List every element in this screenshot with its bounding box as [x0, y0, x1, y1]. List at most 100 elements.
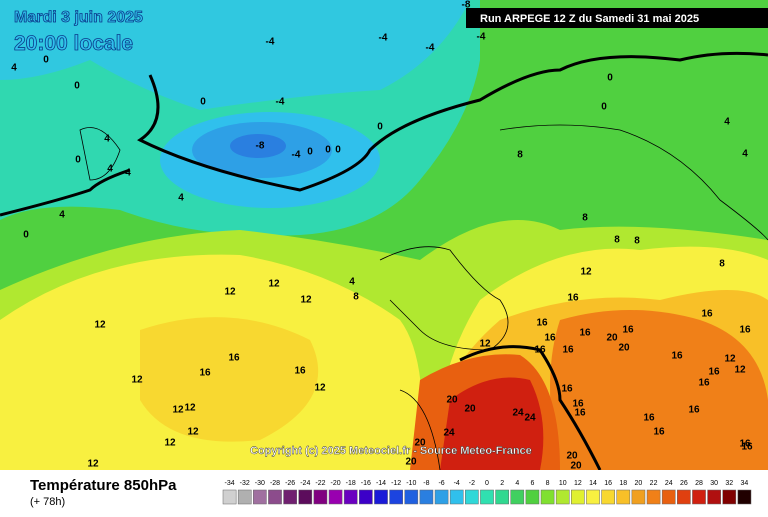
- map-label: 0: [23, 230, 29, 241]
- map-label: -8: [256, 141, 265, 152]
- coastline: [379, 246, 509, 351]
- scale-box: [616, 489, 631, 505]
- map-label: 12: [724, 354, 736, 365]
- map-label: -4: [292, 150, 301, 161]
- map-label: 20: [606, 333, 618, 344]
- scale-box: [601, 489, 615, 505]
- scale-box: [298, 489, 313, 505]
- scale-box: [586, 489, 600, 505]
- scale-label: 8: [546, 480, 550, 487]
- scale-label: -8: [423, 480, 429, 487]
- scale-label: -32: [240, 480, 250, 487]
- map-label: 12: [479, 339, 491, 350]
- map-label: 16: [579, 328, 591, 339]
- map-label: 16: [228, 353, 240, 364]
- run-label: Run ARPEGE 12 Z du Samedi 31 mai 2025: [480, 13, 699, 25]
- map-label: 0: [75, 155, 81, 166]
- scale-box: [374, 489, 388, 505]
- scale-box: [677, 489, 691, 505]
- map-label: 16: [739, 439, 751, 450]
- map-label: 0: [377, 122, 383, 133]
- map-label: 8: [582, 213, 588, 224]
- map-label: 16: [741, 442, 753, 453]
- scale-box: [328, 489, 343, 505]
- scale-label: 24: [665, 480, 673, 487]
- scale-box: [707, 489, 721, 505]
- map-label: 16: [199, 368, 211, 379]
- scale-label: -2: [469, 480, 475, 487]
- footer-lead: (+ 78h): [30, 496, 65, 508]
- scale-label: -18: [346, 480, 356, 487]
- scale-label: 6: [530, 480, 534, 487]
- light-blue-zone: [0, 0, 470, 110]
- map-label: 20: [414, 438, 426, 449]
- copyright: Copyright (c) 2025 Meteociel.fr - Source…: [250, 445, 532, 457]
- scale-label: 2: [500, 480, 504, 487]
- map-label: 0: [325, 145, 331, 156]
- map-label: 0: [335, 145, 341, 156]
- map-label: 16: [534, 345, 546, 356]
- scale-label: 18: [619, 480, 627, 487]
- map-label: 8: [634, 236, 640, 247]
- scale-box: [359, 489, 373, 505]
- footer-title: Température 850hPa: [30, 477, 177, 494]
- scale-label: 34: [741, 480, 749, 487]
- scale-label: -22: [315, 480, 325, 487]
- scale-box: [313, 489, 328, 505]
- map-label: 16: [562, 345, 574, 356]
- scale-label: 30: [710, 480, 718, 487]
- contour: [137, 51, 768, 192]
- map-label: 4: [104, 134, 110, 145]
- scale-box: [343, 489, 358, 505]
- coastline: [79, 127, 121, 181]
- scale-label: 32: [725, 480, 733, 487]
- scale-box: [434, 489, 449, 505]
- scale-label: -14: [376, 480, 386, 487]
- map-label: 12: [268, 279, 280, 290]
- map-label: 16: [574, 408, 586, 419]
- scale-box: [253, 489, 267, 505]
- map-label: 4: [349, 277, 355, 288]
- map-label: -4: [276, 97, 285, 108]
- scale-box: [571, 489, 585, 505]
- map-label: 4: [11, 63, 17, 74]
- map-label: 16: [567, 293, 579, 304]
- scale-label: -20: [331, 480, 341, 487]
- scale-box: [631, 489, 646, 505]
- date-label: Mardi 3 juin 2025: [14, 9, 143, 26]
- map-label: 12: [94, 320, 106, 331]
- map-label: 0: [307, 147, 313, 158]
- scale-box: [222, 489, 237, 505]
- map-label: 20: [570, 461, 582, 472]
- scale-label: -16: [361, 480, 371, 487]
- scale-label: -26: [285, 480, 295, 487]
- map-label: -4: [477, 32, 486, 43]
- map-label: 16: [653, 427, 665, 438]
- contour: [0, 168, 131, 217]
- coastline: [399, 389, 441, 471]
- map-label: 16: [572, 399, 584, 410]
- color-scale: -34 -32 -30 -28 -26 -24 -22 -20 -18 -16 -14 -12 -10-…: [222, 480, 752, 505]
- map-label: 8: [517, 150, 523, 161]
- scale-box: [495, 489, 509, 505]
- map-label: 16: [643, 413, 655, 424]
- scale-box: [404, 489, 419, 505]
- coastlines: [79, 124, 768, 471]
- map-label: 24: [443, 428, 455, 439]
- map-label: 12: [87, 459, 99, 470]
- map-label: 24: [524, 413, 536, 424]
- red-zone: [440, 377, 544, 470]
- scale-box: [419, 489, 434, 505]
- map-label: 20: [566, 451, 578, 462]
- map-label: 0: [43, 55, 49, 66]
- map-label: 20: [618, 343, 630, 354]
- scale-box: [646, 489, 661, 505]
- map-label: 4: [724, 117, 730, 128]
- coastline: [499, 124, 768, 241]
- scale-label: 12: [574, 480, 582, 487]
- scale-box: [465, 489, 479, 505]
- map-label: 16: [671, 351, 683, 362]
- map-label: 16: [544, 333, 556, 344]
- scale-box: [283, 489, 297, 505]
